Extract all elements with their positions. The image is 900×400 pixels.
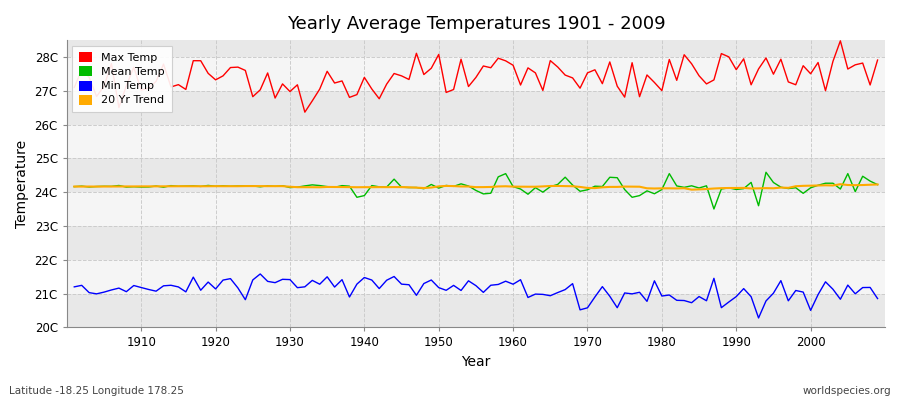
Max Temp (292, 82, 302, 87)
Bar (67, 57, 885, 91)
20 Yr Trend (508, 184, 518, 189)
Max Temp (605, 60, 616, 64)
Min Temp (515, 277, 526, 282)
Max Temp (344, 95, 355, 100)
20 Yr Trend (337, 185, 347, 190)
Bar (67, 294, 885, 328)
Mean Temp (708, 206, 719, 211)
Bar (67, 125, 885, 158)
Max Temp (69, 85, 80, 90)
Mean Temp (337, 183, 347, 188)
Bar (67, 260, 885, 294)
Min Temp (605, 294, 616, 299)
Min Temp (129, 283, 140, 288)
Max Temp (508, 63, 518, 68)
Legend: Max Temp, Mean Temp, Min Temp, 20 Yr Trend: Max Temp, Mean Temp, Min Temp, 20 Yr Tre… (72, 46, 172, 112)
Text: Latitude -18.25 Longitude 178.25: Latitude -18.25 Longitude 178.25 (9, 386, 184, 396)
X-axis label: Year: Year (461, 355, 491, 369)
20 Yr Trend (129, 184, 140, 189)
Mean Temp (760, 170, 771, 175)
Mean Temp (872, 182, 883, 187)
Line: Max Temp: Max Temp (75, 41, 878, 112)
Mean Temp (500, 171, 511, 176)
Min Temp (344, 294, 355, 299)
20 Yr Trend (597, 185, 608, 190)
Min Temp (300, 284, 310, 289)
Min Temp (508, 282, 518, 287)
Y-axis label: Temperature: Temperature (15, 140, 29, 228)
Bar (67, 158, 885, 192)
Max Temp (129, 65, 140, 70)
Min Temp (255, 272, 266, 276)
Title: Yearly Average Temperatures 1901 - 2009: Yearly Average Temperatures 1901 - 2009 (286, 15, 665, 33)
Line: Mean Temp: Mean Temp (75, 172, 878, 209)
Max Temp (872, 58, 883, 62)
20 Yr Trend (872, 182, 883, 187)
Max Temp (515, 83, 526, 88)
Bar (67, 91, 885, 125)
Mean Temp (69, 184, 80, 189)
Min Temp (69, 284, 80, 289)
20 Yr Trend (686, 187, 697, 192)
Line: 20 Yr Trend: 20 Yr Trend (75, 184, 878, 190)
20 Yr Trend (500, 184, 511, 189)
Mean Temp (597, 184, 608, 189)
Max Temp (300, 110, 310, 114)
Mean Temp (508, 184, 518, 189)
Line: Min Temp: Min Temp (75, 274, 878, 318)
Text: worldspecies.org: worldspecies.org (803, 386, 891, 396)
Max Temp (835, 38, 846, 43)
20 Yr Trend (69, 184, 80, 189)
Min Temp (872, 296, 883, 301)
Mean Temp (129, 184, 140, 189)
Min Temp (753, 316, 764, 320)
20 Yr Trend (835, 182, 846, 187)
20 Yr Trend (292, 185, 302, 190)
Mean Temp (292, 185, 302, 190)
Bar (67, 192, 885, 226)
Bar (67, 226, 885, 260)
